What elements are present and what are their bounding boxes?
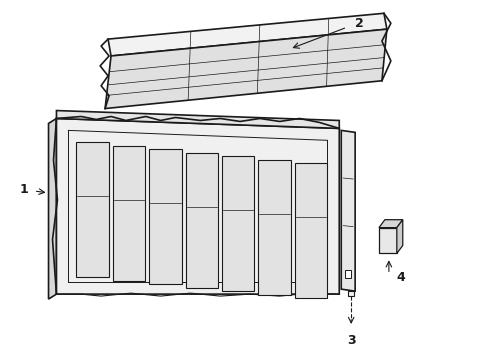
Polygon shape bbox=[397, 220, 403, 253]
Polygon shape bbox=[108, 13, 387, 56]
Polygon shape bbox=[186, 153, 218, 288]
Polygon shape bbox=[56, 111, 339, 129]
Polygon shape bbox=[379, 220, 403, 228]
Text: 3: 3 bbox=[347, 334, 355, 347]
Bar bbox=[345, 270, 351, 278]
Polygon shape bbox=[222, 156, 254, 291]
Text: 1: 1 bbox=[19, 184, 28, 197]
Text: 2: 2 bbox=[355, 17, 364, 30]
Polygon shape bbox=[295, 163, 327, 298]
Polygon shape bbox=[76, 142, 109, 277]
Polygon shape bbox=[258, 159, 291, 294]
Polygon shape bbox=[113, 146, 145, 281]
Bar bbox=[348, 291, 354, 296]
Polygon shape bbox=[56, 118, 339, 294]
Polygon shape bbox=[49, 118, 56, 299]
Polygon shape bbox=[105, 29, 387, 109]
Text: 4: 4 bbox=[396, 271, 405, 284]
Polygon shape bbox=[341, 130, 355, 291]
Polygon shape bbox=[379, 228, 397, 253]
Polygon shape bbox=[149, 149, 182, 284]
